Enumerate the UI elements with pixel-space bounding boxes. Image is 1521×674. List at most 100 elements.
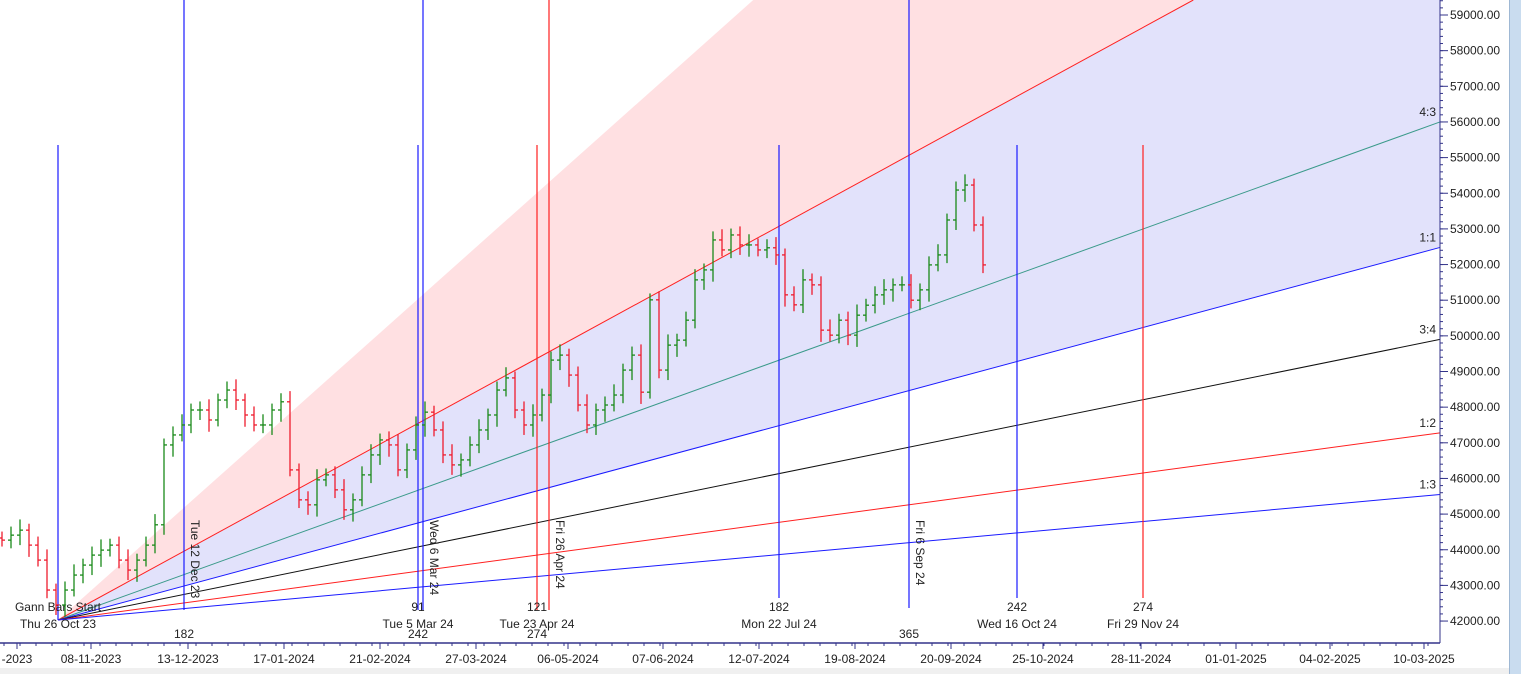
price-bar — [314, 469, 320, 517]
time-line-count: 242 — [1007, 600, 1027, 614]
y-tick-label: 54000.00 — [1450, 186, 1500, 200]
price-bar — [125, 549, 131, 581]
x-tick-label: 01-01-2025 — [1205, 652, 1267, 666]
y-tick-label: 50000.00 — [1450, 329, 1500, 343]
price-bar — [674, 333, 680, 357]
price-bar — [755, 238, 761, 257]
price-bar — [224, 381, 230, 409]
vertical-scrollbar[interactable] — [1509, 0, 1521, 674]
price-bar — [251, 406, 257, 432]
price-bar — [791, 286, 797, 312]
time-line-count: 182 — [769, 600, 789, 614]
price-bar — [161, 438, 167, 535]
x-tick-label: 17-01-2024 — [253, 652, 315, 666]
time-line-rotated-date: Fri 26 Apr 24 — [553, 520, 567, 589]
y-tick-label: 43000.00 — [1450, 578, 1500, 592]
x-tick-label: 10-03-2025 — [1393, 652, 1455, 666]
time-line-bar-count: 274 — [527, 627, 547, 641]
price-bar — [332, 466, 338, 499]
price-bar — [26, 523, 32, 557]
price-bar — [629, 346, 635, 381]
price-bar — [665, 334, 671, 381]
price-bar — [170, 426, 176, 457]
fan-line-steep — [57, 0, 1194, 621]
y-tick-label: 57000.00 — [1450, 79, 1500, 93]
price-bar — [647, 293, 653, 399]
price-bar — [260, 414, 266, 434]
price-bar — [782, 248, 788, 307]
y-tick-label: 48000.00 — [1450, 400, 1500, 414]
price-bar — [296, 463, 302, 509]
price-bar — [548, 351, 554, 404]
price-bar — [494, 381, 500, 427]
price-bar — [206, 399, 212, 432]
price-bar — [377, 433, 383, 465]
x-tick-label: 28-11-2024 — [1111, 652, 1172, 666]
price-bar — [17, 519, 23, 546]
price-bars — [0, 174, 986, 617]
price-bar — [323, 468, 329, 487]
y-tick-label: 52000.00 — [1450, 258, 1500, 272]
price-bar — [638, 344, 644, 404]
x-tick-label: 07-06-2024 — [632, 652, 694, 666]
price-bar — [98, 539, 104, 567]
price-bar — [386, 431, 392, 457]
fan-label: 3:4 — [1419, 322, 1436, 336]
price-bar — [719, 229, 725, 257]
price-bar — [467, 436, 473, 467]
price-bar — [242, 393, 248, 427]
y-tick-label: 59000.00 — [1450, 8, 1500, 22]
price-bar — [539, 388, 545, 422]
fan-line-3-4 — [57, 338, 1441, 621]
price-bar — [602, 396, 608, 422]
price-bar — [215, 393, 221, 427]
price-bar — [935, 244, 941, 272]
bottom-strip — [0, 668, 1509, 674]
fan-line-4-3 — [57, 121, 1441, 621]
fan-line-1-3 — [57, 493, 1441, 621]
y-tick-label: 47000.00 — [1450, 436, 1500, 450]
price-bar — [836, 313, 842, 344]
fan-label: 1:1 — [1419, 230, 1436, 244]
x-tick-label: 25-10-2024 — [1012, 652, 1074, 666]
y-tick-label: 44000.00 — [1450, 543, 1500, 557]
price-bar — [953, 181, 959, 230]
price-bar — [116, 536, 122, 569]
price-bar — [404, 443, 410, 479]
time-line-bar-count: 242 — [408, 627, 428, 641]
price-bar — [305, 491, 311, 515]
fan-label: 4:3 — [1419, 105, 1436, 119]
price-bar — [854, 304, 860, 347]
price-bar — [71, 564, 77, 597]
price-bar — [53, 583, 59, 615]
price-bar — [413, 416, 419, 460]
price-bar — [431, 405, 437, 437]
time-line-date: Tue 23 Apr 24 — [500, 617, 575, 631]
price-bar — [737, 226, 743, 255]
x-tick-label: 12-07-2024 — [728, 652, 790, 666]
fan-fills — [58, 0, 1440, 620]
price-bar — [611, 384, 617, 412]
time-line-count: 91 — [411, 600, 425, 614]
x-tick-label: -2023 — [2, 652, 33, 666]
price-bar — [179, 414, 185, 442]
time-line-count: 121 — [527, 600, 547, 614]
price-bar — [809, 273, 815, 295]
price-bar — [557, 344, 563, 371]
time-line-bar-count: 365 — [899, 627, 919, 641]
y-tick-label: 51000.00 — [1450, 293, 1500, 307]
price-bar — [350, 493, 356, 522]
price-bar — [530, 404, 536, 437]
price-bar — [593, 403, 599, 435]
price-bar — [449, 444, 455, 475]
price-bar — [0, 531, 5, 547]
price-bar — [971, 178, 977, 232]
time-line-bar-count: 182 — [174, 627, 194, 641]
y-tick-label: 58000.00 — [1450, 44, 1500, 58]
price-bar — [134, 553, 140, 582]
price-bar — [80, 558, 86, 584]
price-bar — [89, 546, 95, 576]
fan-label: 1:2 — [1419, 416, 1436, 430]
price-bar — [359, 466, 365, 507]
gann-start-caption: Gann Bars Start — [15, 600, 102, 614]
